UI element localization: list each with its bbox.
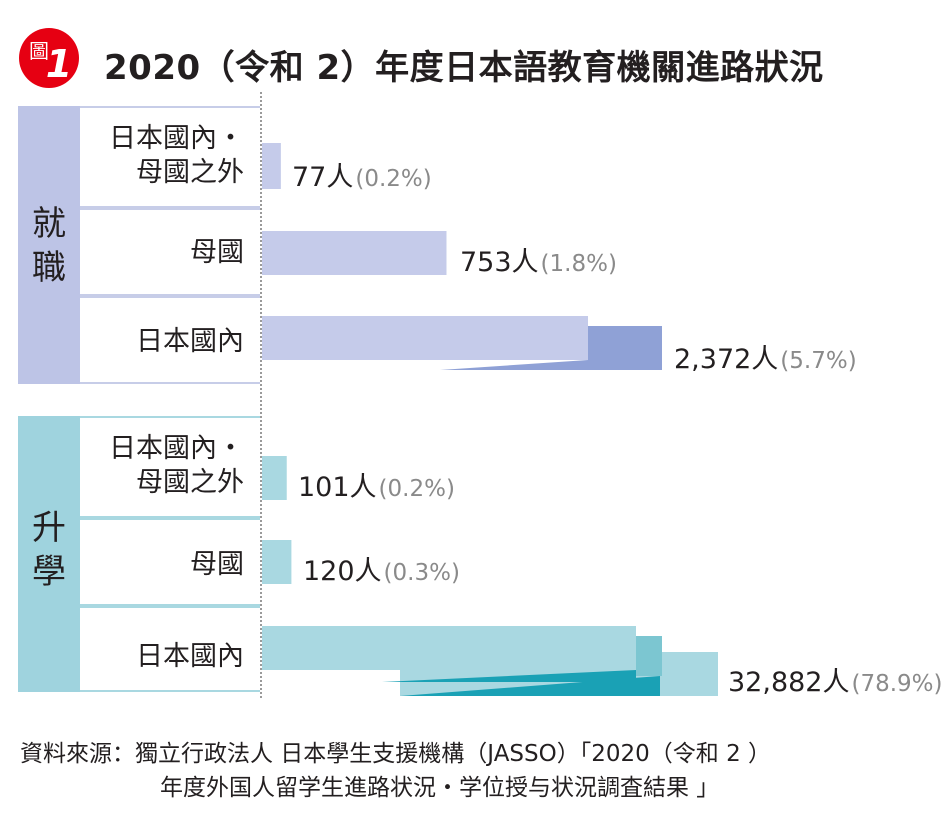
value-percent: (1.8%) xyxy=(540,251,617,277)
row-box-employ-3: 日本國內 xyxy=(80,296,260,384)
row-label: 母國 xyxy=(190,237,244,268)
value-count: 120人 xyxy=(303,556,382,587)
row-box-study-2: 母國 xyxy=(80,518,260,606)
value-count: 32,882人 xyxy=(728,667,850,698)
row-label-line: 日本國內・ xyxy=(109,433,244,464)
row-label: 日本國內・ 母國之外 xyxy=(109,432,244,500)
row-box-study-3: 日本國內 xyxy=(80,606,260,692)
value-percent: (5.7%) xyxy=(780,348,857,374)
row-label: 日本國內 xyxy=(136,326,244,357)
row-label: 日本國內・ 母國之外 xyxy=(109,122,244,190)
value-label-employ-1: 77人(0.2%) xyxy=(292,155,432,194)
value-count: 101人 xyxy=(298,472,377,503)
value-count: 2,372人 xyxy=(674,344,779,375)
value-percent: (78.9%) xyxy=(851,671,943,697)
source-note: 資料來源：獨立行政法人 日本學生支援機構（JASSO）「2020（令和 2 ） … xyxy=(20,737,771,805)
bar-study-japan-mid xyxy=(636,636,662,676)
bar-study-home xyxy=(262,540,292,584)
group-label-employment: 就 職 xyxy=(18,202,80,290)
value-label-employ-2: 753人(1.8%) xyxy=(460,240,617,279)
bar-study-japan-back xyxy=(400,652,718,696)
source-line-1: 資料來源：獨立行政法人 日本學生支援機構（JASSO）「2020（令和 2 ） xyxy=(20,741,772,767)
figure-badge-icon: 圖 1 xyxy=(19,28,79,88)
value-percent: (0.3%) xyxy=(383,560,460,586)
group-band-study: 升 學 xyxy=(18,416,80,692)
row-label: 日本國內 xyxy=(136,641,244,672)
badge-char: 圖 xyxy=(29,39,49,63)
bar-study-abroad xyxy=(262,456,287,500)
bar-employ-home xyxy=(262,231,447,275)
value-count: 753人 xyxy=(460,247,539,278)
row-box-employ-2: 母國 xyxy=(80,208,260,296)
group-label-char: 就 xyxy=(32,204,66,244)
group-label-char: 升 xyxy=(32,508,66,548)
group-band-employment: 就 職 xyxy=(18,106,80,384)
bar-study-japan-fold-2 xyxy=(400,676,660,696)
bar-employ-japan-back xyxy=(588,326,662,370)
group-label-char: 職 xyxy=(32,248,66,288)
bar-employ-abroad xyxy=(262,143,281,189)
value-count: 77人 xyxy=(292,162,354,193)
row-label-line: 母國之外 xyxy=(136,467,244,498)
group-label-char: 學 xyxy=(32,552,66,592)
badge-number: 1 xyxy=(46,42,72,86)
row-box-study-1: 日本國內・ 母國之外 xyxy=(80,416,260,518)
value-percent: (0.2%) xyxy=(378,476,455,502)
value-label-study-1: 101人(0.2%) xyxy=(298,465,455,504)
value-percent: (0.2%) xyxy=(355,166,432,192)
bar-study-japan-fold-1 xyxy=(382,670,636,682)
chart-title: 2020（令和 2）年度日本語教育機關進路狀況 xyxy=(104,48,824,88)
row-label: 母國 xyxy=(190,549,244,580)
bar-employ-japan xyxy=(262,316,588,360)
bar-employ-japan-fold xyxy=(440,326,662,370)
bar-study-japan xyxy=(262,626,636,670)
group-label-study: 升 學 xyxy=(18,506,80,594)
source-line-2: 年度外国人留学生進路状況・学位授与状況調査結果 」 xyxy=(160,775,720,801)
baseline-axis xyxy=(260,92,262,698)
row-label-line: 日本國內・ xyxy=(109,123,244,154)
row-label-line: 母國之外 xyxy=(136,157,244,188)
row-box-employ-1: 日本國內・ 母國之外 xyxy=(80,106,260,208)
value-label-study-3: 32,882人(78.9%) xyxy=(728,660,943,699)
value-label-study-2: 120人(0.3%) xyxy=(303,549,460,588)
value-label-employ-3: 2,372人(5.7%) xyxy=(674,337,857,376)
